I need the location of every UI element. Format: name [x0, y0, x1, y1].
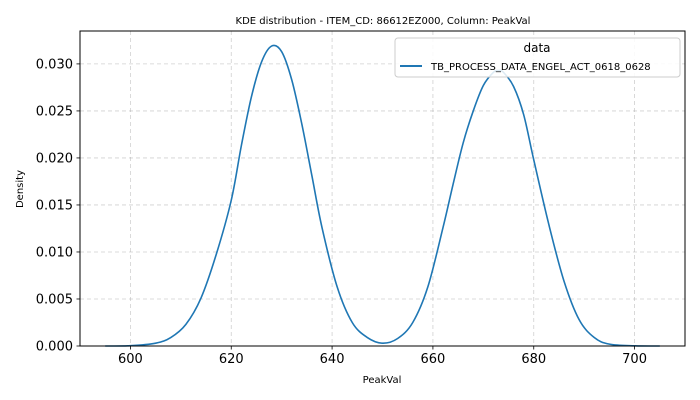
series-line-0: [105, 44, 660, 347]
x-tick-label: 660: [421, 352, 446, 367]
legend-entry-label: TB_PROCESS_DATA_ENGEL_ACT_0618_0628: [430, 62, 651, 73]
x-tick-label: 640: [320, 352, 345, 367]
y-tick-label: 0.010: [36, 245, 73, 260]
series-layer: [105, 44, 660, 347]
y-tick-label: 0.020: [36, 151, 73, 166]
x-tick-label: 620: [219, 352, 244, 367]
legend: data TB_PROCESS_DATA_ENGEL_ACT_0618_0628: [394, 37, 681, 78]
x-tick-label: 600: [118, 352, 143, 367]
x-tick-label: 680: [521, 352, 546, 367]
y-tick-label: 0.015: [36, 198, 73, 213]
legend-title: data: [523, 41, 550, 55]
y-axis-label: Density: [15, 170, 26, 208]
y-tick-label: 0.000: [36, 340, 73, 355]
y-tick-label: 0.030: [36, 57, 73, 72]
plot-frame: [79, 30, 686, 347]
y-tick-label: 0.005: [36, 292, 73, 307]
chart-title: KDE distribution - ITEM_CD: 86612EZ000, …: [236, 16, 531, 27]
y-axis: 0.000 0.005 0.010 0.015 0.020 0.025 0.030: [36, 57, 80, 355]
legend-box: [394, 37, 681, 78]
x-tick-label: 700: [622, 352, 647, 367]
x-axis-label: PeakVal: [363, 375, 402, 386]
y-tick-label: 0.025: [36, 104, 73, 119]
x-axis: 600 620 640 660 680 700: [118, 346, 647, 367]
